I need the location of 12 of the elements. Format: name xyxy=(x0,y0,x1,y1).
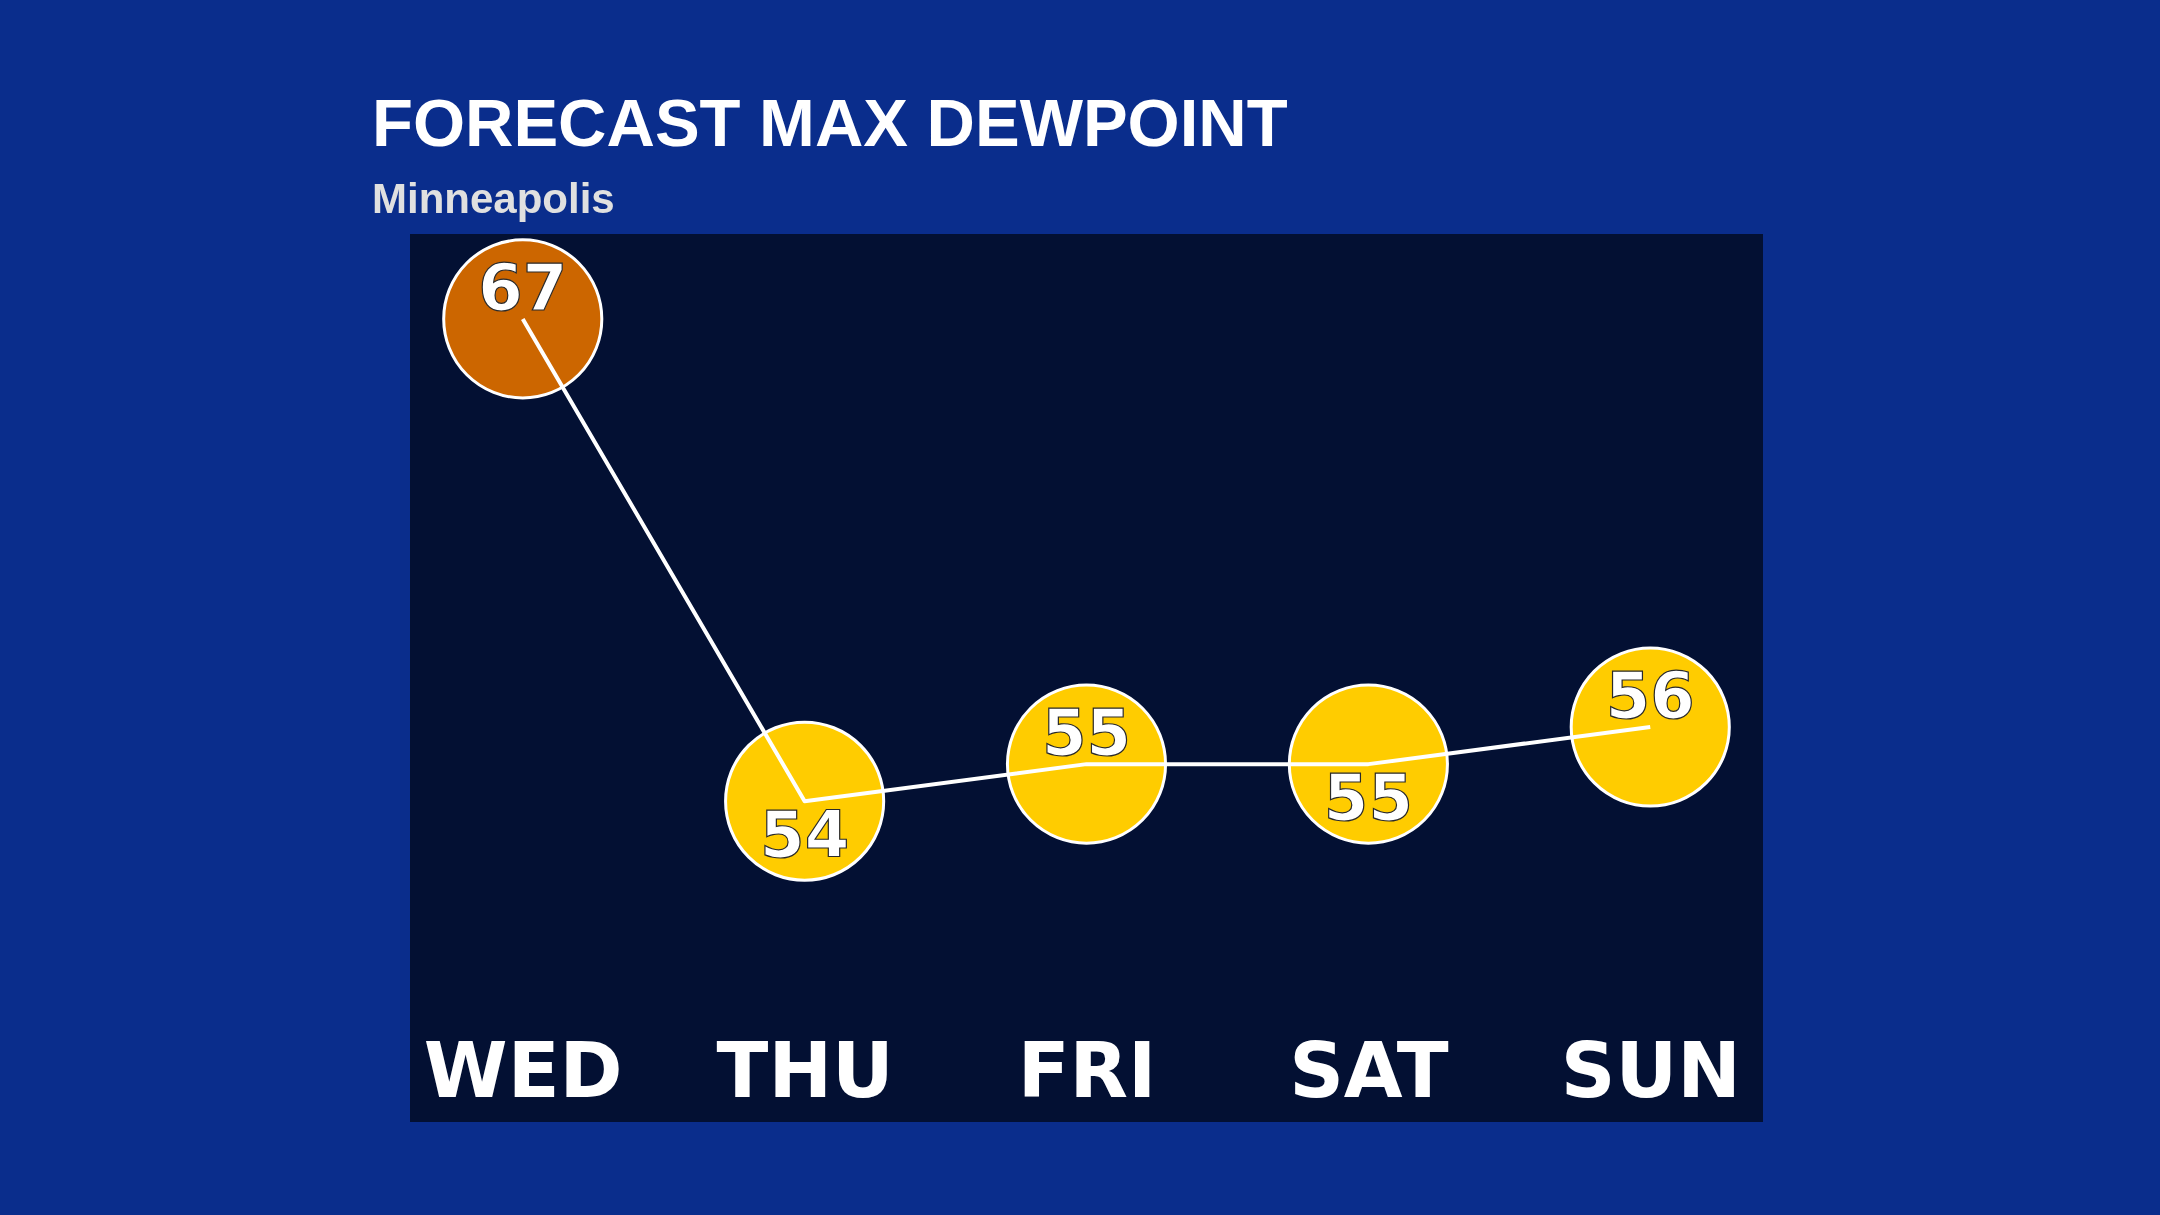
x-tick-label: SUN xyxy=(1560,1025,1741,1115)
chart-subtitle: Minneapolis xyxy=(372,174,615,222)
x-tick-label: WED xyxy=(423,1025,623,1115)
chart-title: FORECAST MAX DEWPOINT xyxy=(372,84,1288,160)
x-tick-label: THU xyxy=(716,1025,894,1115)
data-label: 67 xyxy=(478,250,568,325)
data-label: 55 xyxy=(1323,761,1413,836)
x-tick-label: FRI xyxy=(1017,1025,1157,1115)
x-tick-label: SAT xyxy=(1289,1025,1449,1115)
data-label: 56 xyxy=(1605,659,1695,734)
data-label: 55 xyxy=(1041,696,1132,771)
data-label: 54 xyxy=(760,798,850,873)
